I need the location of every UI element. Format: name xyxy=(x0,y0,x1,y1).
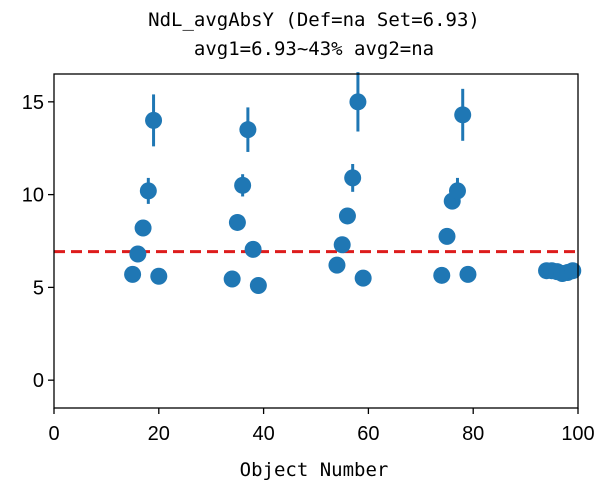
data-point-6 xyxy=(223,270,241,288)
data-point-4 xyxy=(145,111,163,129)
x-tick-label-2: 40 xyxy=(252,423,274,445)
data-point-22 xyxy=(454,106,472,124)
data-point-8 xyxy=(234,176,252,194)
plot-area: 0 20 40 60 80 100 0 5 10 15 xyxy=(22,72,595,445)
y-tick-label-3: 15 xyxy=(22,92,44,114)
chart-title: NdL_avgAbsY (Def=na Set=6.93) xyxy=(148,9,480,31)
data-point-15 xyxy=(344,169,362,187)
data-point-17 xyxy=(354,269,372,287)
data-point-10 xyxy=(244,240,262,258)
data-point-13 xyxy=(333,236,351,254)
data-point-7 xyxy=(228,213,246,231)
data-point-11 xyxy=(249,277,267,295)
data-point-2 xyxy=(134,219,152,237)
x-tick-label-3: 60 xyxy=(357,423,379,445)
data-point-9 xyxy=(239,121,257,139)
y-tick-label-1: 5 xyxy=(33,277,44,299)
data-point-29 xyxy=(564,262,582,280)
x-tick-label-5: 100 xyxy=(561,423,594,445)
x-tick-label-0: 0 xyxy=(48,423,59,445)
plot-frame xyxy=(53,73,579,409)
chart-subtitle: avg1=6.93~43% avg2=na xyxy=(194,38,434,60)
data-point-12 xyxy=(328,256,346,274)
data-point-0 xyxy=(124,265,142,283)
data-point-5 xyxy=(150,267,168,285)
data-point-16 xyxy=(349,93,367,111)
data-point-21 xyxy=(448,182,466,200)
data-point-18 xyxy=(433,266,451,284)
data-point-23 xyxy=(459,265,477,283)
y-tick-label-2: 10 xyxy=(22,185,44,207)
y-tick-label-0: 0 xyxy=(33,370,44,392)
data-point-19 xyxy=(438,227,456,245)
data-point-3 xyxy=(139,182,157,200)
x-tick-label-4: 80 xyxy=(462,423,484,445)
x-axis-label: Object Number xyxy=(240,459,389,481)
x-tick-label-1: 20 xyxy=(148,423,170,445)
data-point-1 xyxy=(129,245,147,263)
data-point-14 xyxy=(338,207,356,225)
